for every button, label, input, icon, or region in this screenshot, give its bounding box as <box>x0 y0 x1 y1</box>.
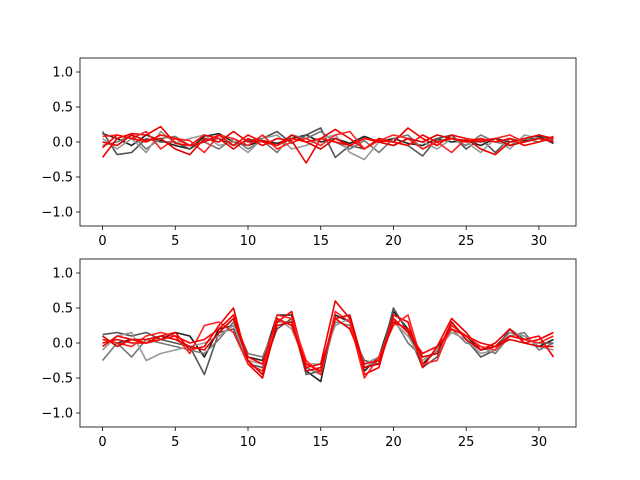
y-tick-label-0: −1.0 <box>41 407 73 422</box>
subplot-1: 0 5 10 15 20 25 30 −1.0 −0.5 0.0 0.5 1.0 <box>41 57 577 249</box>
x-tick-label-15: 15 <box>312 234 329 249</box>
x-tick-label-30: 30 <box>531 435 548 450</box>
series-line-7 <box>102 130 554 156</box>
series-line-5 <box>101 125 554 164</box>
x-tick-label-20: 20 <box>385 435 402 450</box>
x-tick-label-5: 5 <box>171 435 179 450</box>
series-line-8 <box>102 134 554 149</box>
y-tick-label-3: 0.5 <box>52 302 73 317</box>
x-tick-label-20: 20 <box>385 234 402 249</box>
y-tick-label-4: 1.0 <box>52 66 73 81</box>
y-tick-label-0: −1.0 <box>41 206 73 221</box>
x-tick-label-25: 25 <box>458 435 475 450</box>
series-line-8 <box>102 314 555 372</box>
x-tick-label-0: 0 <box>98 435 106 450</box>
x-tick-label-0: 0 <box>98 234 106 249</box>
x-tick-label-10: 10 <box>240 234 257 249</box>
x-tick-label-10: 10 <box>240 435 257 450</box>
series-line-4 <box>102 130 554 161</box>
y-tick-label-2: 0.0 <box>52 136 73 151</box>
series-group <box>101 300 555 383</box>
x-tick-label-15: 15 <box>312 435 329 450</box>
x-tick-label-25: 25 <box>458 234 475 249</box>
y-tick-label-3: 0.5 <box>52 101 73 116</box>
y-tick-label-2: 0.0 <box>52 337 73 352</box>
x-tick-label-30: 30 <box>531 234 548 249</box>
series-group <box>101 125 554 164</box>
subplot-2: 0 5 10 15 20 25 30 −1.0 −0.5 0.0 0.5 1.0 <box>41 258 577 450</box>
y-tick-label-1: −0.5 <box>41 372 73 387</box>
series-line-5 <box>102 300 554 379</box>
y-tick-label-1: −0.5 <box>41 171 73 186</box>
y-tick-label-4: 1.0 <box>52 267 73 282</box>
x-tick-label-5: 5 <box>171 234 179 249</box>
